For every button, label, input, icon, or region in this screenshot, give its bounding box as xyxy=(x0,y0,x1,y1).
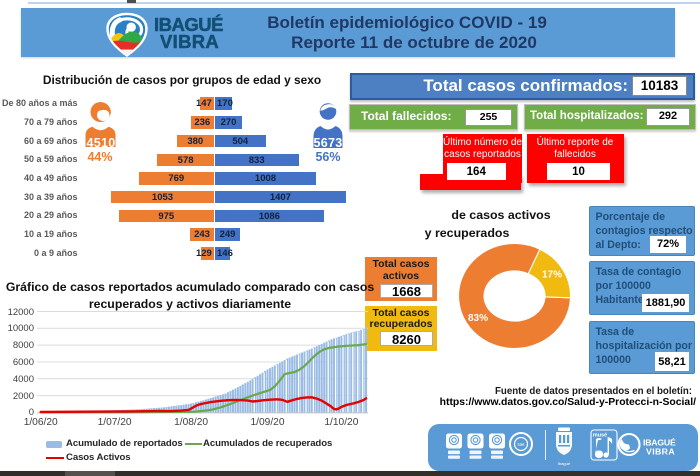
svg-text:Ibagué: Ibagué xyxy=(558,461,571,466)
svg-text:icontec: icontec xyxy=(450,444,459,448)
svg-text:83%: 83% xyxy=(468,313,488,324)
svg-text:Net: Net xyxy=(517,442,525,447)
svg-text:17%: 17% xyxy=(542,270,562,281)
svg-text:icontec: icontec xyxy=(471,444,480,448)
svg-text:VIBRA: VIBRA xyxy=(646,447,675,457)
svg-text:icontec: icontec xyxy=(493,444,502,448)
svg-text:musé: musé xyxy=(593,433,607,439)
svg-text:IBAGUÉ: IBAGUÉ xyxy=(643,438,676,448)
